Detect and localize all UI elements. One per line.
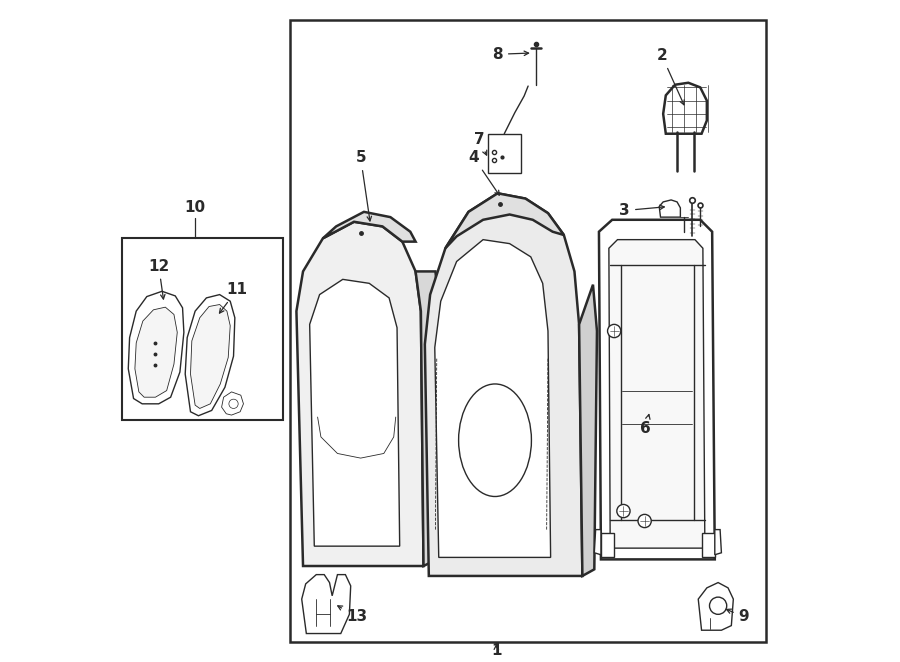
Text: 13: 13 <box>338 606 368 624</box>
Polygon shape <box>601 533 614 557</box>
Text: 8: 8 <box>492 47 528 62</box>
Polygon shape <box>302 575 351 634</box>
Polygon shape <box>129 291 184 404</box>
Circle shape <box>638 514 652 528</box>
Text: 2: 2 <box>656 48 684 105</box>
Text: 4: 4 <box>469 150 500 195</box>
Polygon shape <box>609 240 705 548</box>
Polygon shape <box>416 271 439 566</box>
Text: 7: 7 <box>473 132 487 155</box>
Bar <box>290 20 767 642</box>
Text: 11: 11 <box>220 283 248 313</box>
Polygon shape <box>579 285 597 576</box>
Polygon shape <box>446 193 564 248</box>
Text: 5: 5 <box>356 150 372 221</box>
Circle shape <box>709 597 726 614</box>
Bar <box>122 238 284 420</box>
Polygon shape <box>663 83 706 134</box>
Polygon shape <box>425 193 582 576</box>
Polygon shape <box>659 200 680 217</box>
Ellipse shape <box>459 384 531 496</box>
Polygon shape <box>310 279 400 546</box>
Circle shape <box>608 324 621 338</box>
Polygon shape <box>594 530 601 555</box>
Polygon shape <box>296 222 424 566</box>
Polygon shape <box>323 212 416 242</box>
Text: 10: 10 <box>184 200 206 215</box>
Circle shape <box>229 399 238 408</box>
Polygon shape <box>599 220 715 559</box>
Polygon shape <box>221 392 244 415</box>
Polygon shape <box>702 533 715 557</box>
Bar <box>488 134 521 173</box>
Text: 9: 9 <box>726 609 749 624</box>
Polygon shape <box>435 240 551 557</box>
Polygon shape <box>698 583 733 630</box>
Polygon shape <box>135 307 177 397</box>
Polygon shape <box>185 295 235 416</box>
Circle shape <box>616 504 630 518</box>
Text: 3: 3 <box>619 203 664 218</box>
Polygon shape <box>715 530 722 555</box>
Polygon shape <box>191 305 230 408</box>
Text: 12: 12 <box>148 259 169 299</box>
Text: 6: 6 <box>640 414 651 436</box>
Text: 1: 1 <box>491 643 501 657</box>
